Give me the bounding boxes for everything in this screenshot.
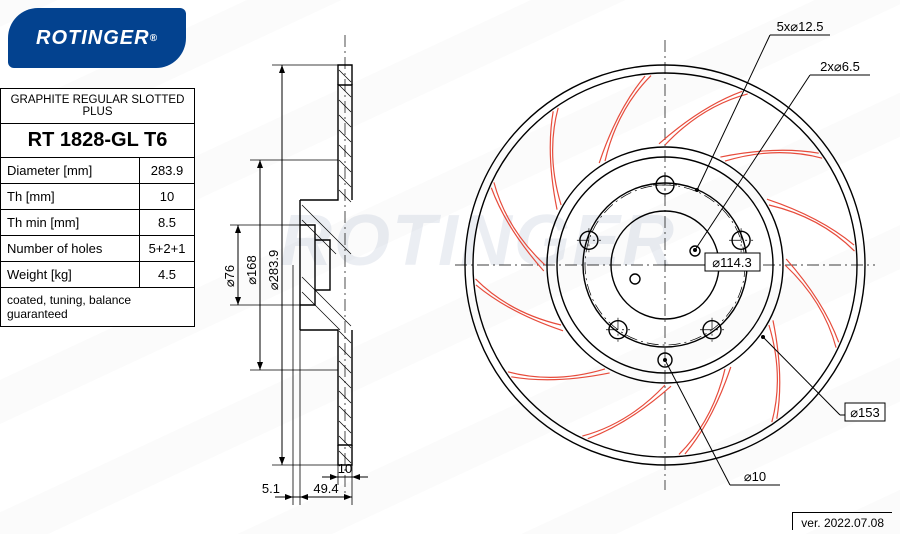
slot	[785, 265, 836, 348]
table-row: Th [mm]10	[1, 184, 195, 210]
dim-offset: 5.1	[262, 481, 280, 496]
spec-value: 283.9	[140, 158, 195, 184]
spec-value: 8.5	[140, 210, 195, 236]
spec-note: coated, tuning, balance guaranteed	[1, 288, 195, 327]
slot	[494, 182, 545, 265]
dim-depth: 49.4	[313, 481, 338, 496]
dim-d76: ⌀76	[222, 265, 237, 287]
registered-mark: ®	[150, 33, 158, 44]
spec-value: 10	[140, 184, 195, 210]
dim-th: 10	[338, 461, 352, 476]
spec-label: Th [mm]	[1, 184, 140, 210]
spec-label: Th min [mm]	[1, 210, 140, 236]
callout-bolts: 5x⌀12.5	[777, 19, 824, 34]
spec-value: 5+2+1	[140, 236, 195, 262]
spec-table: GRAPHITE REGULAR SLOTTED PLUS RT 1828-GL…	[0, 88, 195, 327]
callout-slotcircle: ⌀153	[850, 405, 880, 420]
product-line: GRAPHITE REGULAR SLOTTED PLUS	[1, 89, 195, 124]
brand-logo: ROTINGER®	[8, 8, 186, 68]
version-label: ver. 2022.07.08	[792, 512, 892, 530]
front-face-view: 5x⌀12.5 2x⌀6.5 ⌀114.3 ⌀10 ⌀153	[470, 15, 890, 515]
spec-label: Diameter [mm]	[1, 158, 140, 184]
dim-d283: ⌀283.9	[266, 250, 281, 290]
slot	[665, 94, 748, 145]
table-row: Weight [kg]4.5	[1, 262, 195, 288]
callout-bcd: ⌀114.3	[712, 255, 751, 270]
slot	[582, 385, 665, 436]
spec-label: Weight [kg]	[1, 262, 140, 288]
side-section-view: ⌀76 ⌀168 ⌀283.9 10 49.4 5.1	[230, 25, 460, 515]
callout-pins: 2x⌀6.5	[820, 59, 860, 74]
table-row: Diameter [mm]283.9	[1, 158, 195, 184]
table-row: Th min [mm]8.5	[1, 210, 195, 236]
spec-value: 4.5	[140, 262, 195, 288]
dim-d168: ⌀168	[244, 255, 259, 285]
callout-smallhole: ⌀10	[744, 469, 766, 484]
table-row: Number of holes5+2+1	[1, 236, 195, 262]
brand-name: ROTINGER	[36, 27, 150, 50]
part-number: RT 1828-GL T6	[1, 124, 195, 158]
spec-label: Number of holes	[1, 236, 140, 262]
